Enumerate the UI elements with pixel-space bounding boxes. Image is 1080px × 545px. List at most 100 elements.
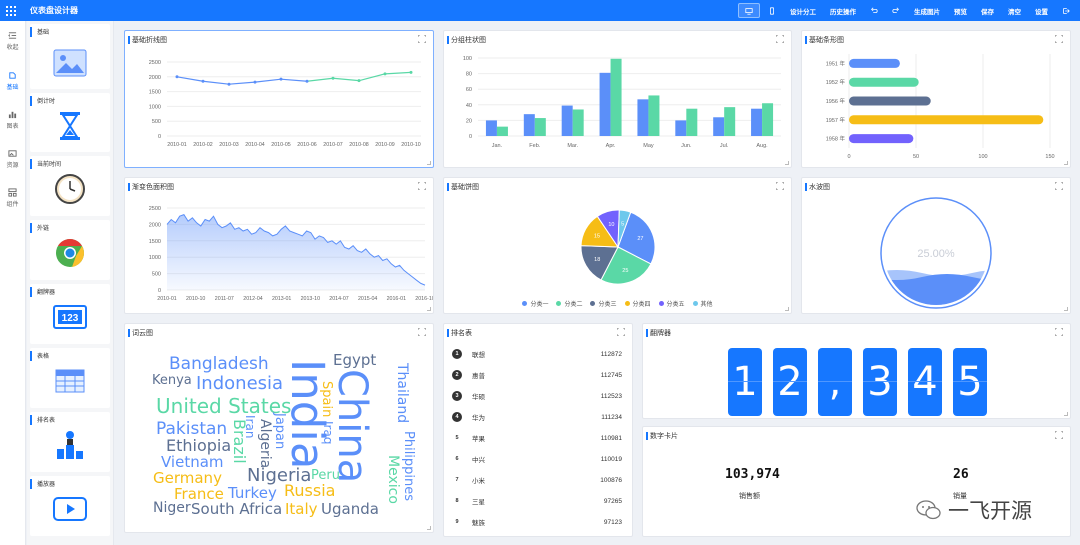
component-header: 基础 — [30, 27, 110, 37]
panel-title-text: 基础饼图 — [451, 183, 479, 191]
legend-label: 其他 — [700, 302, 713, 308]
panel-rank[interactable]: 排名表 1 联想 112872 2 惠普 112745 3 华硕 112523 4 华为 111234… — [443, 323, 633, 537]
save-button[interactable]: 保存 — [981, 8, 994, 16]
x-tick-label: 2016-01 — [387, 296, 406, 302]
desktop-view-button[interactable] — [738, 3, 760, 18]
preview-button[interactable]: 预览 — [954, 8, 967, 16]
panel-flip[interactable]: 翻牌器 1 2 , 3 4 5 — [642, 323, 1071, 419]
rank-value: 110981 — [600, 434, 622, 442]
panel-number-card[interactable]: 数字卡片 103,974 销售额 26 销量 一飞开源 — [642, 426, 1071, 537]
component-card-image[interactable]: 基础 — [30, 24, 110, 89]
line-segment — [280, 78, 308, 82]
x-tick-label: Jun. — [681, 143, 692, 149]
x-tick-label: 100 — [978, 154, 987, 160]
panel-title-text: 词云图 — [132, 329, 153, 337]
fullscreen-icon[interactable] — [1055, 35, 1063, 43]
x-tick-label: Apr. — [606, 143, 616, 149]
rank-name: 华为 — [472, 415, 485, 422]
resize-handle[interactable] — [785, 161, 789, 165]
area-fill — [167, 214, 425, 290]
fullscreen-icon[interactable] — [1055, 431, 1063, 439]
bar — [534, 118, 546, 136]
bar — [686, 108, 698, 136]
legend-label: 分类三 — [598, 302, 617, 308]
component-card-table[interactable]: 表格 — [30, 348, 110, 408]
design-split-button[interactable]: 设计分工 — [790, 8, 816, 16]
resize-handle[interactable] — [427, 161, 431, 165]
mobile-view-button[interactable] — [762, 3, 782, 18]
app-grid-icon[interactable] — [0, 0, 22, 21]
legend-item[interactable]: 分类四 — [624, 299, 651, 308]
component-card-flip[interactable]: 翻牌器 123 — [30, 284, 110, 344]
x-tick-label: 2010-01 — [157, 296, 176, 302]
word-pakistan: Pakistan — [156, 419, 228, 439]
y-tick-label: 1957 年 — [826, 116, 846, 124]
nav-resource[interactable]: 资源 — [0, 139, 25, 178]
component-card-link[interactable]: 外链 — [30, 220, 110, 280]
component-card-player[interactable]: 播放器 — [30, 476, 110, 536]
component-card-rank[interactable]: 排名表 — [30, 412, 110, 472]
fullscreen-icon[interactable] — [776, 182, 784, 190]
legend-item[interactable]: 分类三 — [590, 299, 617, 308]
word-uganda: Uganda — [321, 500, 379, 518]
component-label: 播放器 — [30, 479, 110, 489]
panel-title-text: 翻牌器 — [650, 329, 671, 337]
rank-number: 9 — [455, 519, 459, 525]
nav-label: 图表 — [6, 123, 19, 130]
panel-pie[interactable]: 基础饼图 27 25 18 15 10 5 分类一 分类二 分类三 分类四 分类五 其他 — [443, 177, 792, 314]
fullscreen-icon[interactable] — [1055, 328, 1063, 336]
fullscreen-icon[interactable] — [776, 35, 784, 43]
legend-item[interactable]: 其他 — [692, 299, 713, 308]
legend-item[interactable]: 分类一 — [522, 299, 548, 308]
x-tick-label: 2016-10 — [415, 296, 433, 302]
resize-handle[interactable] — [785, 307, 789, 311]
settings-button[interactable]: 设置 — [1035, 8, 1048, 16]
pie-chart: 27 25 18 15 10 5 — [580, 209, 656, 285]
panel-title-text: 水波图 — [809, 183, 830, 191]
y-tick-label: 1000 — [149, 255, 161, 261]
fullscreen-icon[interactable] — [1055, 182, 1063, 190]
nav-collapse[interactable]: 收起 — [0, 21, 25, 61]
clear-button[interactable]: 清空 — [1008, 8, 1021, 16]
panel-hbar[interactable]: 基础条形图 0 50 100 150 1951 年 1952 年 1956 年 1957 年 1… — [801, 30, 1071, 168]
panel-grouped-bar[interactable]: 分组柱状图 100 80 60 40 20 0 Jan. Feb. Mar. Apr. May Jun… — [443, 30, 792, 168]
hbar — [849, 115, 1044, 125]
legend-item[interactable]: 分类二 — [556, 299, 582, 308]
nav-basic[interactable]: 基础 — [0, 61, 25, 100]
rank-name: 联想 — [472, 352, 485, 359]
area-chart: 2500 2000 1500 1000 500 0 2010-01 2010-10 2011-0… — [149, 206, 435, 302]
resize-handle[interactable] — [427, 526, 431, 530]
fullscreen-icon[interactable] — [418, 328, 426, 336]
history-button[interactable]: 历史操作 — [830, 8, 856, 16]
monitor-icon — [745, 7, 753, 15]
fullscreen-icon[interactable] — [418, 182, 426, 190]
panel-water[interactable]: 水波图 25.00% — [801, 177, 1071, 314]
nav-component[interactable]: 组件 — [0, 178, 25, 217]
component-card-countdown[interactable]: 倒计时 — [30, 93, 110, 152]
generate-image-button[interactable]: 生成图片 — [914, 8, 940, 16]
fullscreen-icon[interactable] — [418, 35, 426, 43]
legend-item[interactable]: 分类五 — [658, 299, 685, 308]
line-point — [201, 79, 205, 83]
panel-wordcloud[interactable]: 词云图 Bangladesh Egypt Kenya Indonesia Ind… — [124, 323, 434, 533]
y-tick-label: 1952 年 — [826, 78, 846, 86]
line-point — [175, 75, 179, 79]
fullscreen-icon[interactable] — [617, 328, 625, 336]
resize-handle[interactable] — [427, 307, 431, 311]
component-card-clock[interactable]: 当前时间 — [30, 156, 110, 216]
resize-handle[interactable] — [1064, 161, 1068, 165]
panel-area[interactable]: 渐变色面积图 2500 2000 1500 1000 500 0 2010-01 2010-1… — [124, 177, 435, 314]
redo-icon — [892, 7, 899, 13]
pie-slice-label: 5 — [621, 221, 624, 227]
x-tick-label: Feb. — [529, 143, 540, 149]
undo-button[interactable] — [864, 3, 884, 18]
exit-button[interactable] — [1056, 3, 1076, 18]
nav-chart[interactable]: 图表 — [0, 100, 25, 139]
resize-handle[interactable] — [1064, 412, 1068, 416]
line-segment — [332, 77, 360, 82]
resize-handle[interactable] — [1064, 307, 1068, 311]
panel-line-chart[interactable]: 基础折线图 2500 2000 1500 1000 500 0 2010-01 2010-02… — [124, 30, 434, 168]
redo-button[interactable] — [886, 3, 906, 18]
panel-title: 渐变色面积图 — [125, 178, 433, 195]
line-point — [305, 79, 309, 83]
